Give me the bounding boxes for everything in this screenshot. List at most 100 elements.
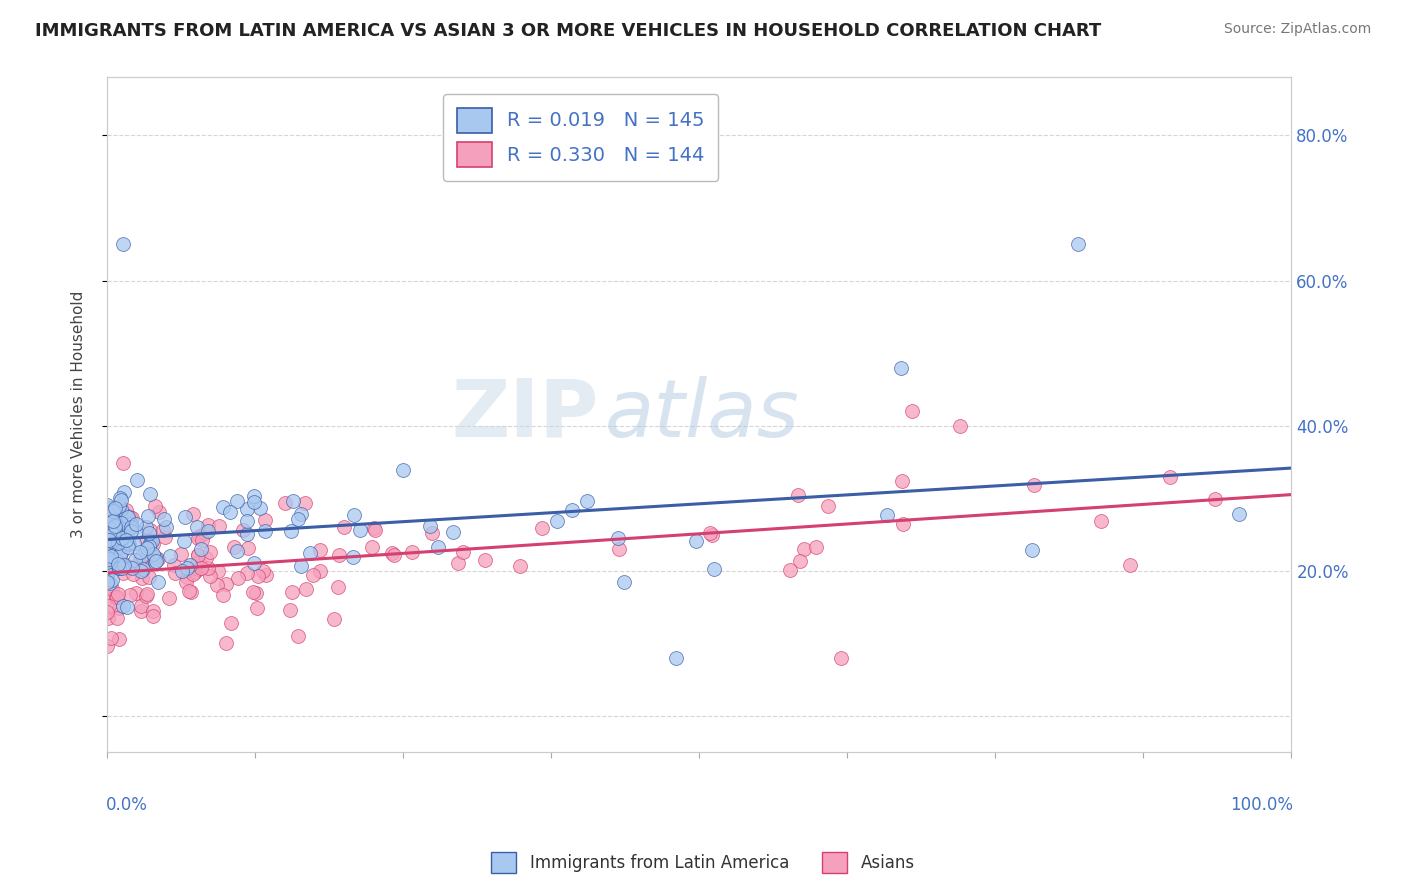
Point: [420, 526, 443, 541]
Point: [97, 544, 120, 558]
Point: [703, 561, 725, 575]
Point: [117, 599, 139, 614]
Point: [787, 488, 810, 502]
Point: [163, 558, 186, 572]
Point: [173, 533, 195, 548]
Point: [1067, 237, 1090, 252]
Point: [98, 575, 121, 590]
Point: [142, 609, 165, 624]
Legend: Immigrants from Latin America, Asians: Immigrants from Latin America, Asians: [485, 846, 921, 880]
Point: [186, 556, 208, 570]
Point: [254, 567, 277, 582]
Point: [1090, 514, 1112, 528]
Point: [111, 566, 134, 580]
Point: [793, 541, 815, 556]
Point: [804, 540, 827, 554]
Point: [190, 560, 212, 574]
Point: [152, 523, 174, 537]
Point: [120, 517, 142, 532]
Point: [231, 523, 253, 537]
Point: [118, 588, 141, 602]
Point: [112, 485, 135, 500]
Point: [120, 509, 142, 524]
Point: [138, 487, 160, 501]
Point: [136, 541, 159, 555]
Point: [96, 528, 118, 542]
Point: [190, 558, 212, 573]
Point: [117, 508, 139, 523]
Point: [174, 510, 197, 524]
Point: [129, 564, 152, 578]
Point: [110, 548, 132, 562]
Point: [197, 561, 219, 575]
Point: [606, 531, 628, 545]
Point: [343, 508, 366, 523]
Point: [108, 491, 131, 505]
Point: [159, 549, 181, 563]
Point: [474, 553, 496, 567]
Point: [509, 559, 531, 574]
Point: [112, 599, 135, 613]
Text: 100.0%: 100.0%: [1230, 796, 1292, 814]
Point: [364, 523, 387, 537]
Point: [607, 541, 630, 556]
Point: [142, 547, 165, 561]
Point: [194, 526, 217, 541]
Point: [104, 500, 127, 515]
Point: [115, 503, 138, 517]
Point: [245, 601, 267, 615]
Point: [104, 522, 127, 536]
Point: [100, 631, 122, 645]
Point: [274, 496, 297, 510]
Point: [817, 499, 839, 513]
Point: [96, 574, 118, 589]
Point: [97, 537, 120, 551]
Point: [117, 509, 139, 524]
Point: [98, 599, 121, 613]
Point: [111, 456, 134, 470]
Point: [145, 550, 167, 565]
Point: [100, 514, 122, 528]
Point: [96, 566, 118, 581]
Point: [361, 540, 384, 554]
Point: [105, 591, 128, 605]
Legend: R = 0.019   N = 145, R = 0.330   N = 144: R = 0.019 N = 145, R = 0.330 N = 144: [443, 94, 718, 181]
Point: [100, 508, 122, 522]
Point: [96, 639, 118, 653]
Point: [194, 551, 217, 566]
Point: [333, 520, 356, 534]
Point: [101, 524, 124, 538]
Point: [183, 565, 205, 579]
Point: [142, 604, 165, 618]
Point: [901, 404, 924, 418]
Point: [131, 571, 153, 585]
Text: Source: ZipAtlas.com: Source: ZipAtlas.com: [1223, 22, 1371, 37]
Point: [107, 499, 129, 513]
Point: [107, 557, 129, 571]
Point: [253, 524, 276, 538]
Point: [138, 526, 160, 541]
Point: [187, 529, 209, 543]
Point: [830, 650, 852, 665]
Point: [125, 586, 148, 600]
Point: [249, 500, 271, 515]
Point: [96, 524, 118, 539]
Point: [103, 551, 125, 566]
Point: [187, 549, 209, 563]
Point: [104, 553, 127, 567]
Point: [236, 541, 259, 556]
Point: [200, 569, 222, 583]
Point: [111, 543, 134, 558]
Point: [121, 511, 143, 525]
Point: [685, 534, 707, 549]
Point: [112, 237, 135, 252]
Point: [561, 502, 583, 516]
Point: [138, 523, 160, 537]
Point: [145, 555, 167, 569]
Point: [143, 499, 166, 513]
Point: [120, 524, 142, 538]
Point: [198, 544, 221, 558]
Point: [129, 552, 152, 566]
Point: [142, 536, 165, 550]
Point: [131, 558, 153, 573]
